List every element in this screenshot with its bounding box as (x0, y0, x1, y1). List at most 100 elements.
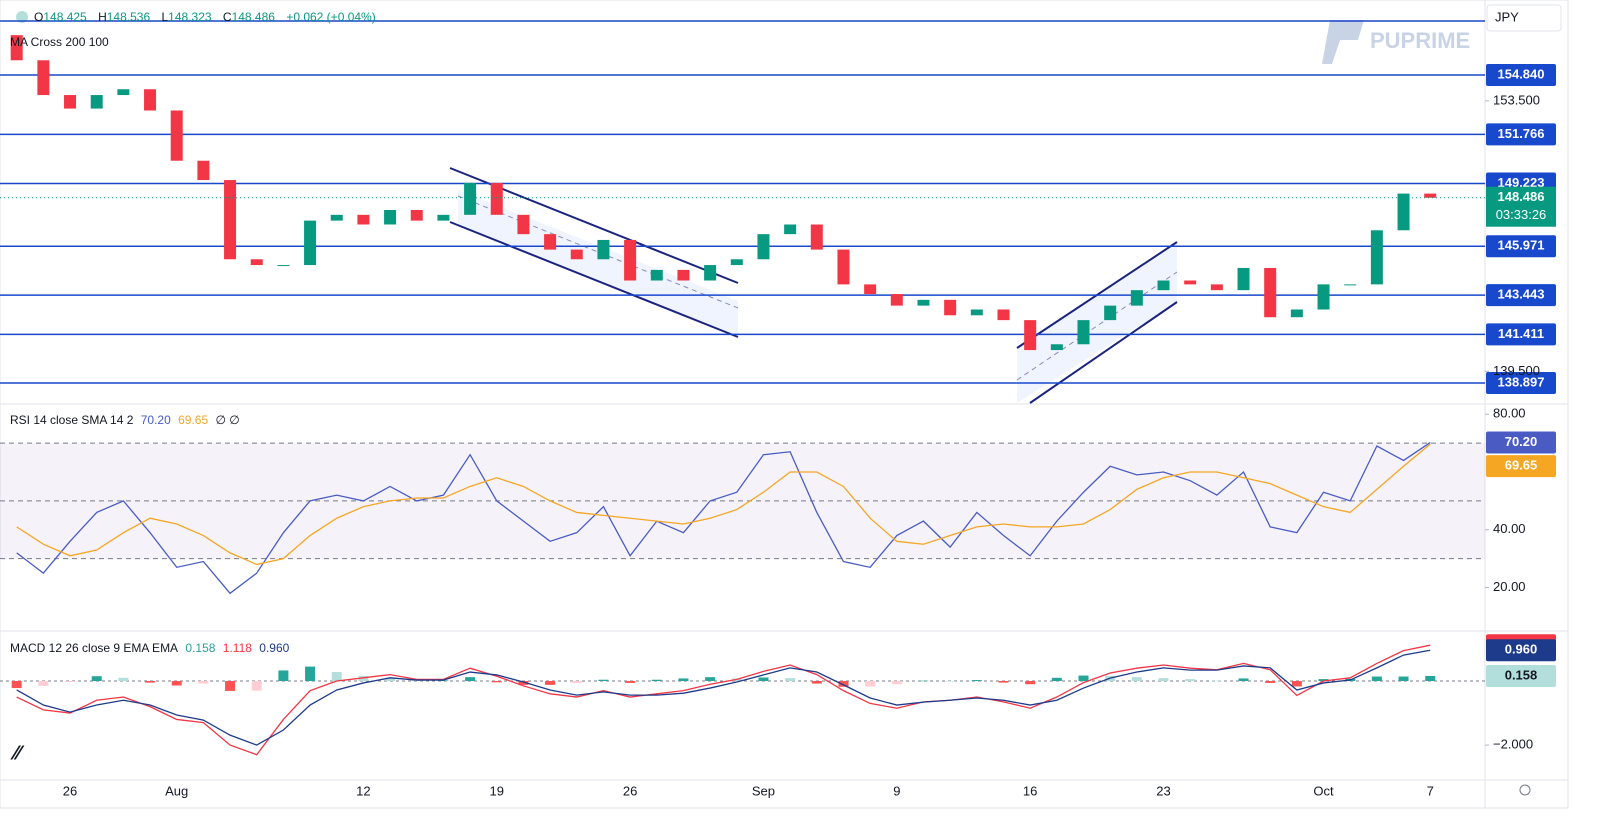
value-badge: 70.20 (1505, 434, 1538, 449)
x-tick-label: 26 (623, 783, 637, 798)
histogram-bar (918, 680, 929, 682)
candle (1024, 320, 1037, 351)
candle (1370, 230, 1383, 285)
x-tick-label: 26 (63, 783, 77, 798)
candle (970, 309, 983, 316)
countdown: 03:33:26 (1496, 207, 1547, 222)
candle (650, 269, 663, 281)
rsi-value: 70.20 (140, 413, 171, 427)
level-label-box (1486, 284, 1556, 307)
ohlc-o: O148.425 (34, 10, 87, 24)
level-label-box (1486, 235, 1556, 258)
candle (1397, 193, 1410, 231)
histogram-bar (1318, 679, 1329, 682)
currency-label[interactable]: JPY (1495, 9, 1519, 24)
currency-button[interactable] (1486, 4, 1562, 32)
histogram-bar (1291, 681, 1302, 687)
change: +0.062 (+0.04%) (286, 10, 376, 24)
candle (864, 284, 877, 295)
level-label: 143.443 (1498, 287, 1545, 302)
histogram-bar (1051, 677, 1062, 682)
level-label: 138.897 (1498, 374, 1545, 389)
x-tick-label: Sep (752, 783, 775, 798)
histogram-bar (1131, 677, 1142, 682)
value-badge-box (1486, 664, 1556, 687)
brand-name: PUPRIME (1370, 28, 1470, 53)
y-tick-label: 153.500 (1493, 92, 1540, 107)
histogram-bar (571, 681, 582, 683)
candle (64, 95, 77, 109)
rsi-sma-value: 69.65 (178, 413, 209, 427)
level-label: 145.971 (1498, 238, 1545, 253)
x-tick-label: 16 (1023, 783, 1037, 798)
hist-value: 0.158 (185, 641, 216, 655)
histogram-bar (545, 681, 556, 685)
histogram-bar (678, 678, 689, 682)
candle (277, 265, 290, 267)
ohlc-l: L148.323 (161, 10, 212, 24)
x-tick-label: 23 (1156, 783, 1170, 798)
x-tick-label: Aug (165, 783, 188, 798)
rsi-legend: RSI 14 close SMA 14 2 70.20 69.65 ∅ ∅ (10, 413, 244, 427)
macd-title: MACD 12 26 close 9 EMA EMA (10, 641, 179, 655)
histogram-bar (998, 681, 1009, 683)
candle (224, 180, 237, 260)
candle (890, 294, 903, 306)
histogram-bar (1185, 679, 1196, 682)
x-tick-label: 7 (1427, 783, 1434, 798)
candle (517, 214, 530, 235)
candle (1317, 284, 1330, 310)
histogram-bar (1398, 676, 1409, 682)
candle (784, 224, 797, 235)
status-dot (16, 11, 28, 23)
histogram-bar (865, 681, 876, 687)
y-tick-label: 20.00 (1493, 579, 1526, 594)
candle (437, 214, 450, 221)
candle (90, 95, 103, 109)
ohlc-c: C148.486 (222, 10, 275, 24)
x-tick-label: 9 (893, 783, 900, 798)
candle (10, 35, 23, 61)
level-label: 154.840 (1498, 66, 1545, 81)
histogram-bar (1371, 676, 1382, 682)
histogram-bar (785, 678, 796, 682)
candle (170, 110, 183, 161)
histogram-bar (651, 679, 662, 682)
level-label-box (1486, 371, 1556, 394)
x-tick-label: Oct (1313, 783, 1334, 798)
rsi-line (16, 442, 1431, 595)
histogram-bar (811, 681, 822, 684)
histogram-bar (491, 681, 502, 683)
settings-icon[interactable] (1519, 784, 1531, 796)
signal-value: 0.960 (259, 641, 290, 655)
candle (250, 259, 263, 266)
candle (1237, 267, 1250, 291)
ohlc-h: H148.536 (98, 10, 151, 24)
brand-logo (1322, 20, 1364, 64)
candle (730, 259, 743, 266)
candle (597, 239, 610, 260)
candle (1290, 309, 1303, 318)
macd-legend: MACD 12 26 close 9 EMA EMA 0.158 1.118 0… (10, 641, 293, 655)
histogram-bar (331, 672, 342, 682)
histogram-bar (198, 681, 209, 684)
value-badge-box (1486, 639, 1556, 662)
histogram-bar (305, 666, 316, 682)
candle (1130, 290, 1143, 306)
candle (464, 182, 477, 215)
value-badge: 69.65 (1505, 458, 1538, 473)
macd-line (16, 649, 1431, 746)
histogram-bar (518, 681, 529, 685)
y-tick-label: 40.00 (1493, 521, 1526, 536)
candle (1104, 305, 1117, 321)
candle (677, 269, 690, 281)
macd-line (16, 644, 1431, 756)
candle (490, 182, 503, 215)
candle (810, 224, 823, 250)
level-label: 149.223 (1498, 175, 1545, 190)
candle (544, 234, 557, 250)
candle (1077, 320, 1090, 345)
ohlc-legend: O148.425 H148.536 L148.323 C148.486 +0.0… (34, 10, 380, 24)
candle (1264, 267, 1277, 318)
indicator-legend: MA Cross 200 100 (10, 35, 113, 49)
